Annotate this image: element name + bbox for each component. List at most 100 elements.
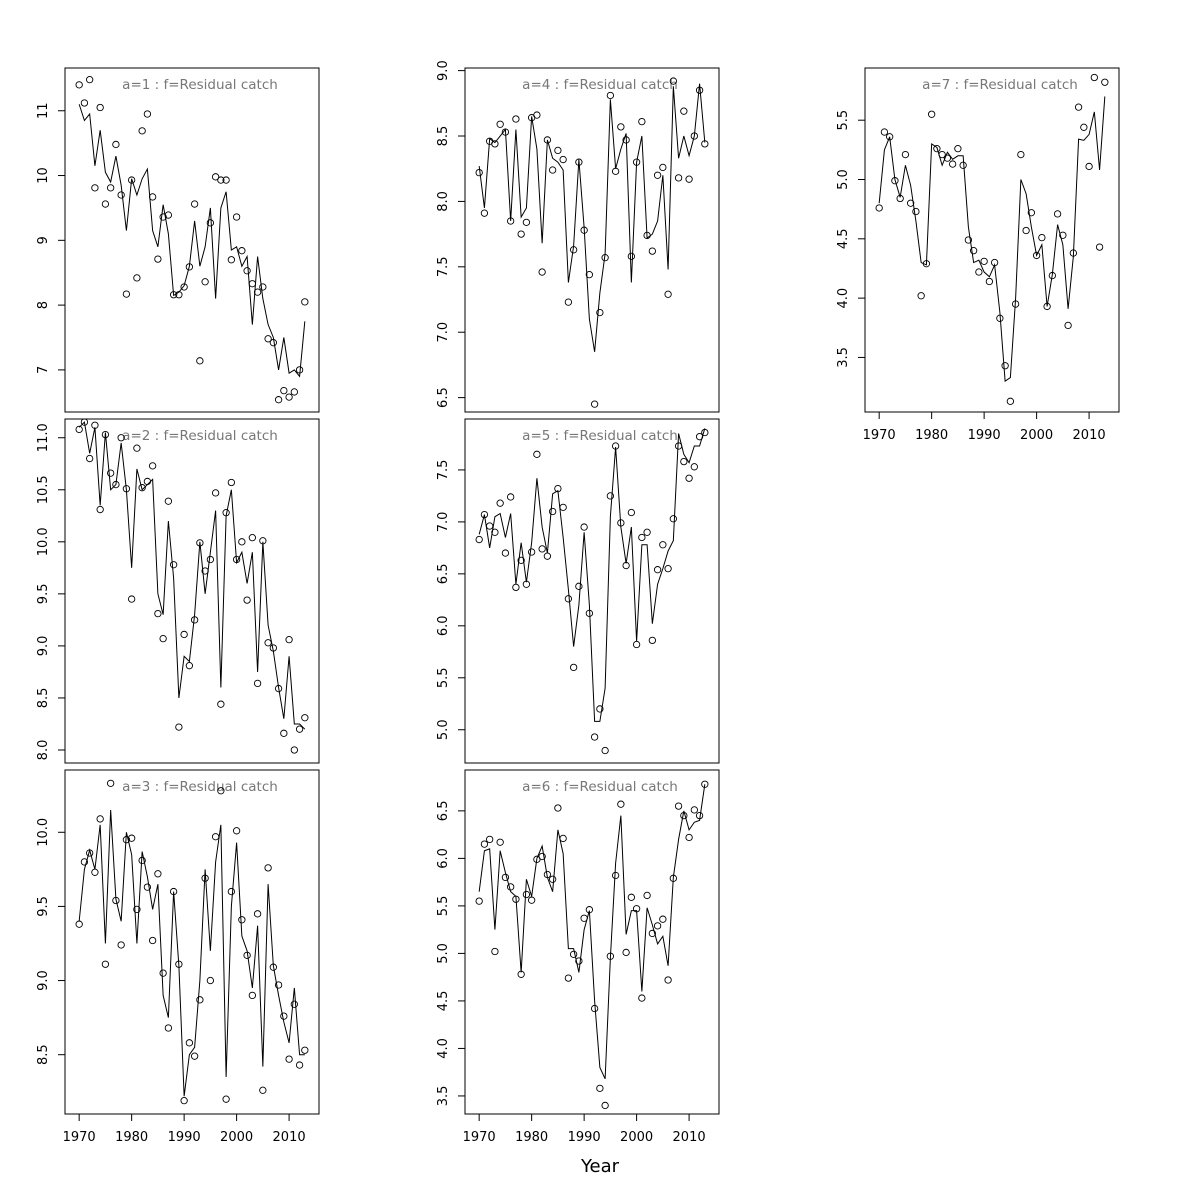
data-point: [954, 145, 962, 153]
data-point: [917, 292, 925, 300]
data-point: [154, 870, 162, 878]
data-point: [206, 976, 215, 985]
x-tick-label: 2000: [620, 1130, 653, 1145]
data-point: [169, 561, 178, 569]
data-point: [232, 213, 241, 221]
data-point: [559, 834, 567, 843]
data-point: [527, 548, 536, 556]
data-point: [112, 140, 120, 149]
data-point: [248, 534, 257, 542]
data-point: [264, 639, 272, 647]
data-point: [480, 510, 489, 519]
data-point: [86, 76, 94, 84]
y-tick-label: 6.5: [436, 564, 451, 585]
data-point: [638, 117, 646, 126]
data-point: [680, 107, 688, 115]
panel: a=2 : f=Residual catch 8.0 8.5 9.0 9.5 10.0 10…: [36, 418, 320, 764]
data-point: [122, 290, 131, 298]
x-tick-label: 1990: [568, 1130, 601, 1145]
data-point: [638, 533, 646, 542]
data-point: [664, 290, 672, 298]
y-tick-label: 4.5: [436, 991, 451, 1012]
data-point: [206, 555, 215, 564]
panel: a=5 : f=Residual catch 5.0 5.5 6.0 6.5 7.0 7.5: [436, 418, 720, 764]
y-tick-label: 9.5: [36, 584, 51, 605]
data-point: [659, 541, 667, 549]
data-point: [643, 891, 651, 900]
data-point: [80, 858, 89, 866]
plot-frame: [64, 769, 320, 1115]
y-tick-label: 10.5: [36, 475, 51, 504]
y-tick-label: 6.0: [436, 615, 451, 636]
data-point: [496, 120, 504, 128]
data-point: [259, 283, 267, 291]
data-point: [606, 91, 615, 100]
data-point: [290, 746, 298, 754]
data-point: [107, 779, 115, 787]
data-point: [301, 714, 309, 722]
panel: a=4 : f=Residual catch 6.5 7.0 7.5 8.0 8.5 9.0: [436, 60, 720, 413]
data-point: [522, 218, 531, 226]
data-point: [659, 163, 667, 172]
data-point: [674, 802, 683, 810]
data-point: [96, 103, 104, 112]
data-point: [606, 492, 615, 500]
data-point: [653, 922, 662, 930]
data-point: [517, 230, 525, 238]
y-tick-label: 9.0: [436, 60, 451, 81]
data-point: [685, 474, 693, 482]
data-point: [901, 150, 910, 159]
data-point: [180, 1097, 188, 1105]
fitted-line: [478, 428, 706, 722]
data-point: [564, 974, 573, 982]
data-point: [1085, 162, 1093, 171]
y-tick-label: 10.0: [36, 818, 51, 847]
data-point: [164, 497, 173, 505]
data-point: [217, 787, 225, 795]
data-point: [491, 947, 499, 956]
data-point: [617, 800, 625, 808]
data-point: [627, 252, 636, 260]
x-tick-label: 2010: [273, 1130, 306, 1145]
data-point: [295, 725, 304, 733]
data-point: [617, 123, 625, 131]
data-point: [301, 298, 309, 306]
data-point: [969, 247, 978, 255]
data-point: [491, 140, 499, 148]
fitted-line: [478, 83, 706, 352]
panel: a=7 : f=Residual catch 3.5 4.0 4.5 5.0 5.5 197…: [836, 67, 1120, 443]
data-point: [117, 434, 125, 442]
data-point: [238, 916, 246, 924]
data-point: [222, 1095, 230, 1103]
data-point: [638, 994, 646, 1002]
data-point: [248, 991, 257, 1000]
plot-frame: [64, 418, 320, 764]
panel-title: a=1 : f=Residual catch: [122, 77, 278, 93]
data-point: [1059, 231, 1067, 239]
data-point: [927, 110, 936, 118]
data-point: [632, 640, 641, 649]
x-tick-label: 1980: [915, 428, 948, 443]
data-point: [127, 834, 136, 842]
panel-title: a=2 : f=Residual catch: [122, 428, 278, 444]
data-point: [138, 127, 146, 135]
data-point: [648, 636, 657, 645]
data-point: [975, 268, 983, 276]
y-tick-label: 10: [36, 167, 51, 184]
data-point: [91, 868, 99, 876]
data-point: [601, 1101, 609, 1110]
data-point: [627, 893, 636, 901]
data-point: [133, 905, 141, 914]
data-point: [295, 1061, 304, 1069]
data-point: [674, 174, 683, 182]
data-point: [107, 469, 115, 477]
data-point: [533, 450, 541, 458]
y-tick-label: 5.5: [836, 110, 851, 131]
data-point: [590, 733, 599, 741]
data-point: [143, 477, 152, 486]
data-point: [622, 948, 630, 957]
panel-title: a=7 : f=Residual catch: [922, 77, 1078, 93]
x-tick-label: 1970: [63, 1130, 96, 1145]
data-point: [664, 565, 672, 573]
data-point: [201, 278, 209, 286]
